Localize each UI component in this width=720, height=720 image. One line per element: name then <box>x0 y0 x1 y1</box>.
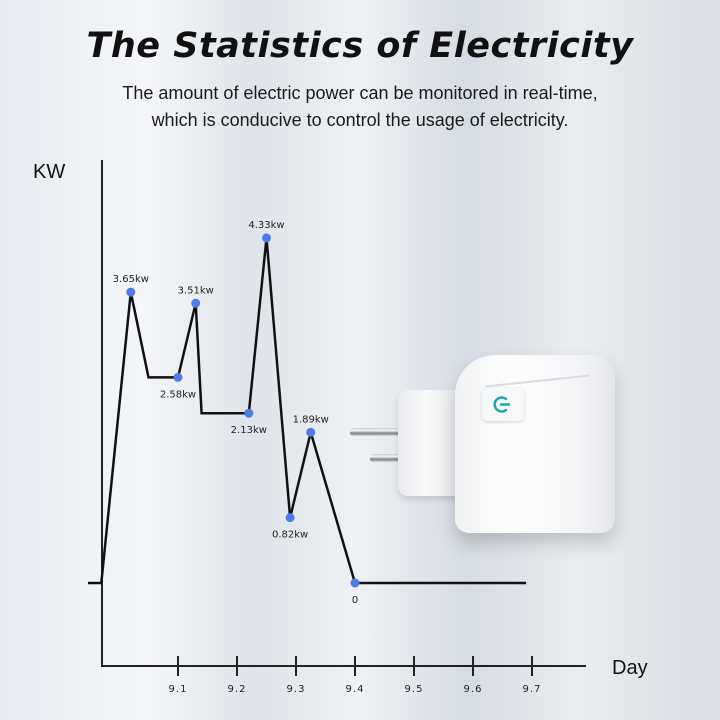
data-point <box>173 372 183 382</box>
data-label: 4.33kw <box>248 220 284 231</box>
data-label: 3.51kw <box>178 285 214 296</box>
power-button <box>482 388 524 421</box>
subtitle-line-2: which is conducive to control the usage … <box>151 110 569 130</box>
plug-pin-upper <box>350 428 405 436</box>
data-label: 0 <box>352 595 358 606</box>
plug-pin-lower <box>370 454 405 462</box>
data-point <box>262 233 271 243</box>
subtitle-line-1: The amount of electric power can be moni… <box>122 83 598 103</box>
data-point <box>350 578 360 588</box>
data-point <box>126 287 136 297</box>
x-tick-label: 9.1 <box>169 684 188 695</box>
data-label: 2.13kw <box>231 425 267 436</box>
x-tick-label: 9.6 <box>464 684 483 695</box>
data-point <box>306 427 316 437</box>
plug-body <box>455 355 615 533</box>
series-line <box>100 237 527 585</box>
power-icon <box>493 396 511 413</box>
data-label: 0.82kw <box>272 530 308 541</box>
data-point <box>285 513 295 523</box>
x-tick-label: 9.2 <box>228 684 247 695</box>
data-point <box>244 408 254 418</box>
x-tick-label: 9.4 <box>346 684 365 695</box>
x-tick-label: 9.3 <box>287 684 306 695</box>
data-point <box>191 298 201 308</box>
data-label: 2.58kw <box>160 389 196 400</box>
x-tick-label: 9.7 <box>523 684 542 695</box>
x-tick-label: 9.5 <box>405 684 424 695</box>
data-label: 3.65kw <box>113 274 149 285</box>
y-axis-label: KW <box>33 161 65 183</box>
data-label: 1.89kw <box>293 414 329 425</box>
page-title: The Statistics of Electricity <box>86 26 634 66</box>
x-axis-label: Day <box>612 657 648 679</box>
